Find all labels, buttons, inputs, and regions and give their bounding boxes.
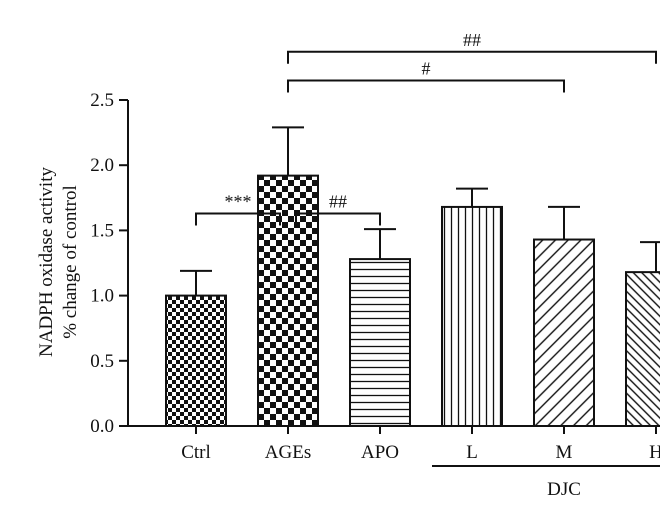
y-tick-label: 2.5 bbox=[90, 90, 114, 111]
bar-l bbox=[441, 205, 503, 427]
x-axis: Ctrl AGEs APO L M H bbox=[128, 425, 660, 463]
y-tick-label: 1.0 bbox=[90, 286, 114, 307]
bar-h bbox=[625, 271, 660, 427]
error-bar-apo bbox=[364, 228, 396, 260]
y-tick-label: 1.5 bbox=[90, 220, 114, 241]
x-tick-label-ctrl: Ctrl bbox=[181, 442, 211, 463]
y-tick-label: 2.0 bbox=[90, 155, 114, 176]
significance-bracket: ## bbox=[287, 30, 657, 64]
significance-bracket: # bbox=[287, 58, 565, 93]
x-tick-label-h: H bbox=[649, 442, 660, 463]
significance-label: *** bbox=[225, 191, 252, 211]
significance-label: ## bbox=[329, 191, 347, 211]
group-label: DJC bbox=[547, 479, 581, 500]
x-tick-label-apo: APO bbox=[361, 442, 399, 463]
error-bars bbox=[180, 126, 660, 296]
y-tick-label: 0.0 bbox=[90, 416, 114, 437]
y-axis-label-line-2: % change of control bbox=[60, 185, 81, 339]
error-bar-ctrl bbox=[180, 269, 212, 296]
group-annotation: DJC bbox=[432, 465, 660, 500]
error-bar-h bbox=[640, 241, 660, 273]
error-bar-m bbox=[548, 205, 580, 240]
significance-bracket: ## bbox=[295, 191, 381, 226]
bar-ages bbox=[257, 174, 319, 427]
x-tick-label-l: L bbox=[466, 442, 478, 463]
error-bar-l bbox=[456, 187, 488, 207]
x-tick-label-ages: AGEs bbox=[265, 442, 311, 463]
y-axis-label-line-1: NADPH oxidase activity bbox=[36, 167, 57, 357]
significance-label: # bbox=[422, 58, 431, 78]
y-tick-label: 0.5 bbox=[90, 351, 114, 372]
significance-bracket: *** bbox=[195, 191, 281, 226]
error-bar-ages bbox=[272, 126, 304, 176]
y-axis-label: NADPH oxidase activity % change of contr… bbox=[36, 167, 81, 357]
bar-apo bbox=[349, 258, 411, 428]
significance-label: ## bbox=[463, 30, 481, 50]
bar-m bbox=[533, 238, 595, 427]
bars bbox=[165, 174, 660, 428]
x-tick-label-m: M bbox=[556, 442, 573, 463]
bar-ctrl bbox=[165, 294, 227, 427]
significance-brackets: *** ##### bbox=[195, 30, 657, 226]
y-axis: 0.0 0.5 1.0 1.5 2.0 2.5 bbox=[90, 90, 129, 437]
